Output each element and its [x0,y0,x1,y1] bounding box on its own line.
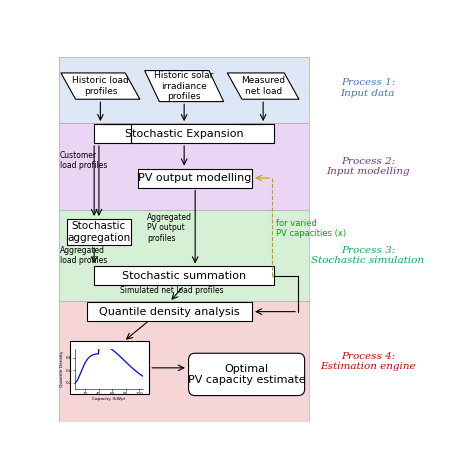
Text: Quantile density analysis: Quantile density analysis [99,307,240,317]
Text: Customer
load profiles: Customer load profiles [60,151,107,170]
Polygon shape [61,73,140,99]
Text: Stochastic
aggregation: Stochastic aggregation [67,221,130,243]
FancyBboxPatch shape [59,123,309,210]
Text: Aggregated
load profiles: Aggregated load profiles [60,246,107,265]
Text: Optimal
PV capacity estimate: Optimal PV capacity estimate [188,364,305,385]
Text: Process 3:
Stochastic simulation: Process 3: Stochastic simulation [311,246,424,265]
Text: Stochastic Expansion: Stochastic Expansion [125,128,244,138]
FancyBboxPatch shape [94,266,274,285]
FancyBboxPatch shape [59,301,309,422]
Text: Stochastic summation: Stochastic summation [122,271,246,281]
Text: Process 2:
Input modelling: Process 2: Input modelling [326,157,410,176]
Text: Historic solar
irradiance
profiles: Historic solar irradiance profiles [155,71,214,101]
Text: Aggregated
PV output
profiles: Aggregated PV output profiles [147,213,192,243]
Text: PV output modelling: PV output modelling [138,173,252,183]
Text: Process 1:
Input data: Process 1: Input data [341,78,395,98]
Polygon shape [228,73,299,99]
FancyBboxPatch shape [87,302,252,321]
Text: Simulated net load profiles: Simulated net load profiles [120,286,223,295]
Polygon shape [145,71,224,101]
Text: Process 4:
Estimation engine: Process 4: Estimation engine [320,352,416,371]
FancyBboxPatch shape [59,210,309,301]
FancyBboxPatch shape [71,341,149,394]
FancyBboxPatch shape [94,124,274,143]
FancyBboxPatch shape [189,353,305,396]
Text: Historic load
profiles: Historic load profiles [72,76,129,96]
Text: for varied
PV capacities (x): for varied PV capacities (x) [276,219,346,238]
FancyBboxPatch shape [59,57,309,123]
FancyBboxPatch shape [67,219,131,245]
Text: Measured
net load: Measured net load [241,76,285,96]
FancyBboxPatch shape [138,169,252,188]
